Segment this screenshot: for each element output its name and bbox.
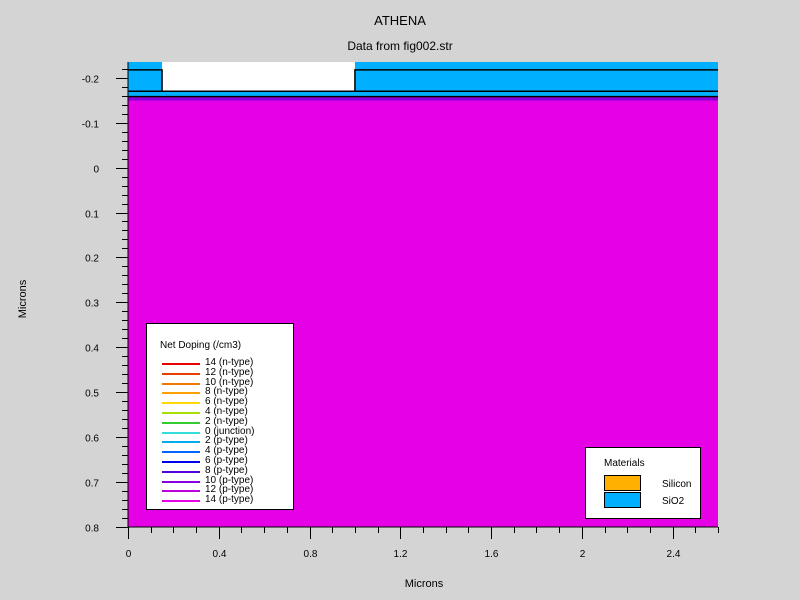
doping-legend-swatch	[162, 363, 200, 365]
y-tick-label: 0.3	[85, 299, 99, 310]
y-tick-label: 0.1	[85, 210, 99, 221]
y-tick-label: 0.7	[85, 479, 99, 490]
doping-legend-swatch	[162, 382, 200, 385]
net-doping-legend: Net Doping (/cm3) 14 (n-type) 12 (n-type)…	[146, 323, 294, 510]
doping-legend-swatch	[162, 392, 200, 395]
doping-legend-label: 4 (n-type)	[205, 406, 248, 417]
chart-subtitle: Data from fig002.str	[347, 39, 453, 53]
doping-legend-swatch	[162, 490, 200, 493]
materials-legend: Materials Silicon SiO2	[585, 447, 701, 519]
y-axis-label: Microns	[17, 279, 29, 319]
doping-legend-label: 12 (p-type)	[205, 484, 254, 496]
materials-legend-swatch	[604, 475, 641, 491]
doping-legend-label: 2 (p-type)	[205, 435, 248, 447]
doping-legend-swatch	[162, 441, 200, 444]
doping-legend-label: 10 (p-type)	[205, 474, 254, 486]
region-mask-1	[354, 62, 718, 92]
doping-legend-swatch	[162, 421, 200, 424]
materials-legend-label: SiO2	[662, 496, 685, 507]
y-tick-label: -0.1	[82, 120, 100, 131]
y-tick-label: 0.8	[85, 524, 99, 535]
materials-legend-swatch	[604, 492, 641, 508]
doping-legend-label: 2 (n-type)	[205, 415, 248, 427]
materials-legend-label: Silicon	[662, 479, 692, 490]
region-mask-0	[128, 62, 163, 92]
doping-legend-label: 0 (junction)	[205, 425, 255, 437]
doping-legend-label: 4 (p-type)	[205, 445, 248, 457]
doping-legend-label: 8 (n-type)	[205, 386, 248, 398]
mask-outline-left	[128, 69, 163, 92]
y-tick-label: 0.4	[85, 344, 99, 355]
doping-legend-swatch	[162, 500, 200, 503]
x-tick-label: 1.2	[394, 549, 408, 560]
doping-legend-swatch	[162, 402, 200, 405]
doping-legend-label: 6 (p-type)	[205, 455, 248, 466]
materials-legend-title: Materials	[604, 458, 645, 469]
x-tick-label: 2.4	[667, 549, 681, 560]
doping-legend-label: 6 (n-type)	[205, 396, 248, 408]
doping-legend-label: 14 (n-type)	[205, 357, 254, 368]
doping-legend-swatch	[162, 412, 200, 414]
y-tick-label: -0.2	[82, 75, 100, 86]
x-axis-label: Microns	[404, 578, 444, 590]
x-tick-label: 0	[126, 549, 132, 560]
chart-title: ATHENA	[374, 13, 426, 28]
doping-legend-swatch	[162, 470, 200, 473]
doping-transition-band	[128, 97, 718, 101]
y-tick-label: 0	[93, 165, 99, 176]
doping-legend-swatch	[162, 372, 200, 375]
doping-legend-label: 10 (n-type)	[205, 376, 254, 388]
mask-outline-right	[354, 69, 718, 92]
doping-legend-swatch	[162, 480, 200, 483]
doping-legend-label: 8 (p-type)	[205, 464, 248, 476]
region-layer-2	[128, 91, 718, 97]
doping-legend-swatch	[162, 451, 200, 454]
x-tick-label: 2	[580, 549, 586, 560]
doping-legend-swatch	[162, 461, 200, 463]
x-tick-label: 1.6	[485, 549, 499, 560]
doping-legend-swatch	[162, 431, 200, 434]
y-tick-label: 0.6	[85, 434, 99, 445]
doping-legend-label: 14 (p-type)	[205, 494, 254, 506]
doping-legend-label: 12 (n-type)	[205, 366, 254, 378]
x-tick-label: 0.4	[213, 549, 227, 560]
y-tick-label: 0.5	[85, 389, 99, 400]
net-doping-legend-title: Net Doping (/cm3)	[160, 340, 242, 351]
y-tick-label: 0.2	[85, 254, 99, 265]
x-tick-label: 0.8	[304, 549, 318, 560]
